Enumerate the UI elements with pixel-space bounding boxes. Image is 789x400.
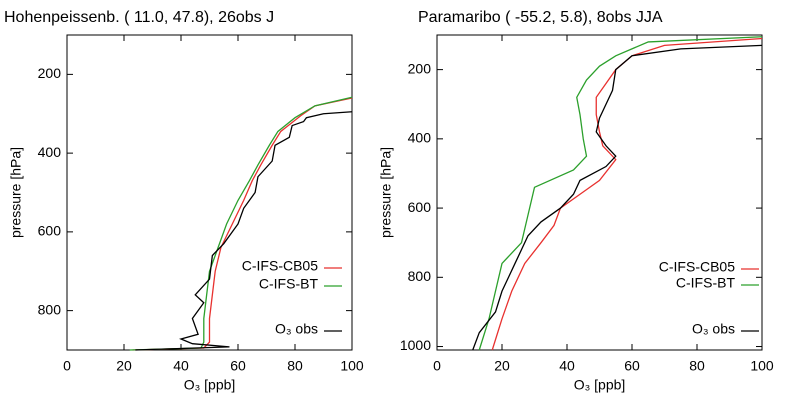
- y-tick-label: 200: [408, 60, 432, 76]
- profile-line: [472, 44, 763, 351]
- x-tick-label: 100: [340, 358, 364, 374]
- y-tick-label: 800: [408, 268, 432, 284]
- chart-title: Paramaribo ( -55.2, 5.8), 8obs JJA: [418, 9, 663, 26]
- x-tick-label: 60: [624, 358, 640, 374]
- legend-label: O₃ obs: [275, 321, 318, 337]
- y-tick-label: 400: [408, 130, 432, 146]
- x-axis-label: O₃ [ppb]: [184, 377, 236, 393]
- legend-label: C-IFS-CB05: [242, 258, 318, 274]
- profile-line: [132, 97, 353, 351]
- x-tick-label: 20: [494, 358, 510, 374]
- plot-frame: [436, 34, 763, 351]
- x-tick-label: 40: [559, 358, 575, 374]
- chart-title: Hohenpeissenb. ( 11.0, 47.8), 26obs J: [4, 9, 274, 26]
- x-tick-label: 80: [287, 358, 303, 374]
- x-tick-label: 80: [689, 358, 705, 374]
- x-tick-label: 20: [116, 358, 132, 374]
- plot-frame: [66, 34, 353, 351]
- x-axis-label: O₃ [ppb]: [574, 377, 626, 393]
- x-tick-label: 0: [433, 358, 441, 374]
- legend-label: C-IFS-BT: [259, 276, 319, 292]
- y-axis-label: pressure [hPa]: [378, 147, 394, 238]
- y-tick-label: 200: [38, 65, 62, 81]
- y-tick-label: 600: [38, 223, 62, 239]
- y-tick-label: 600: [408, 199, 432, 215]
- legend-label: C-IFS-BT: [676, 275, 736, 291]
- x-tick-label: 60: [230, 358, 246, 374]
- profile-line: [129, 96, 353, 351]
- x-tick-label: 0: [63, 358, 71, 374]
- y-tick-label: 1000: [400, 337, 431, 353]
- legend-label: C-IFS-CB05: [659, 259, 735, 275]
- legend-label: O₃ obs: [692, 321, 735, 337]
- y-tick-label: 400: [38, 144, 62, 160]
- x-tick-label: 40: [173, 358, 189, 374]
- profile-line: [478, 36, 763, 351]
- y-axis-label: pressure [hPa]: [8, 147, 24, 238]
- profile-line: [135, 111, 353, 351]
- y-tick-label: 800: [38, 301, 62, 317]
- x-tick-label: 100: [750, 358, 774, 374]
